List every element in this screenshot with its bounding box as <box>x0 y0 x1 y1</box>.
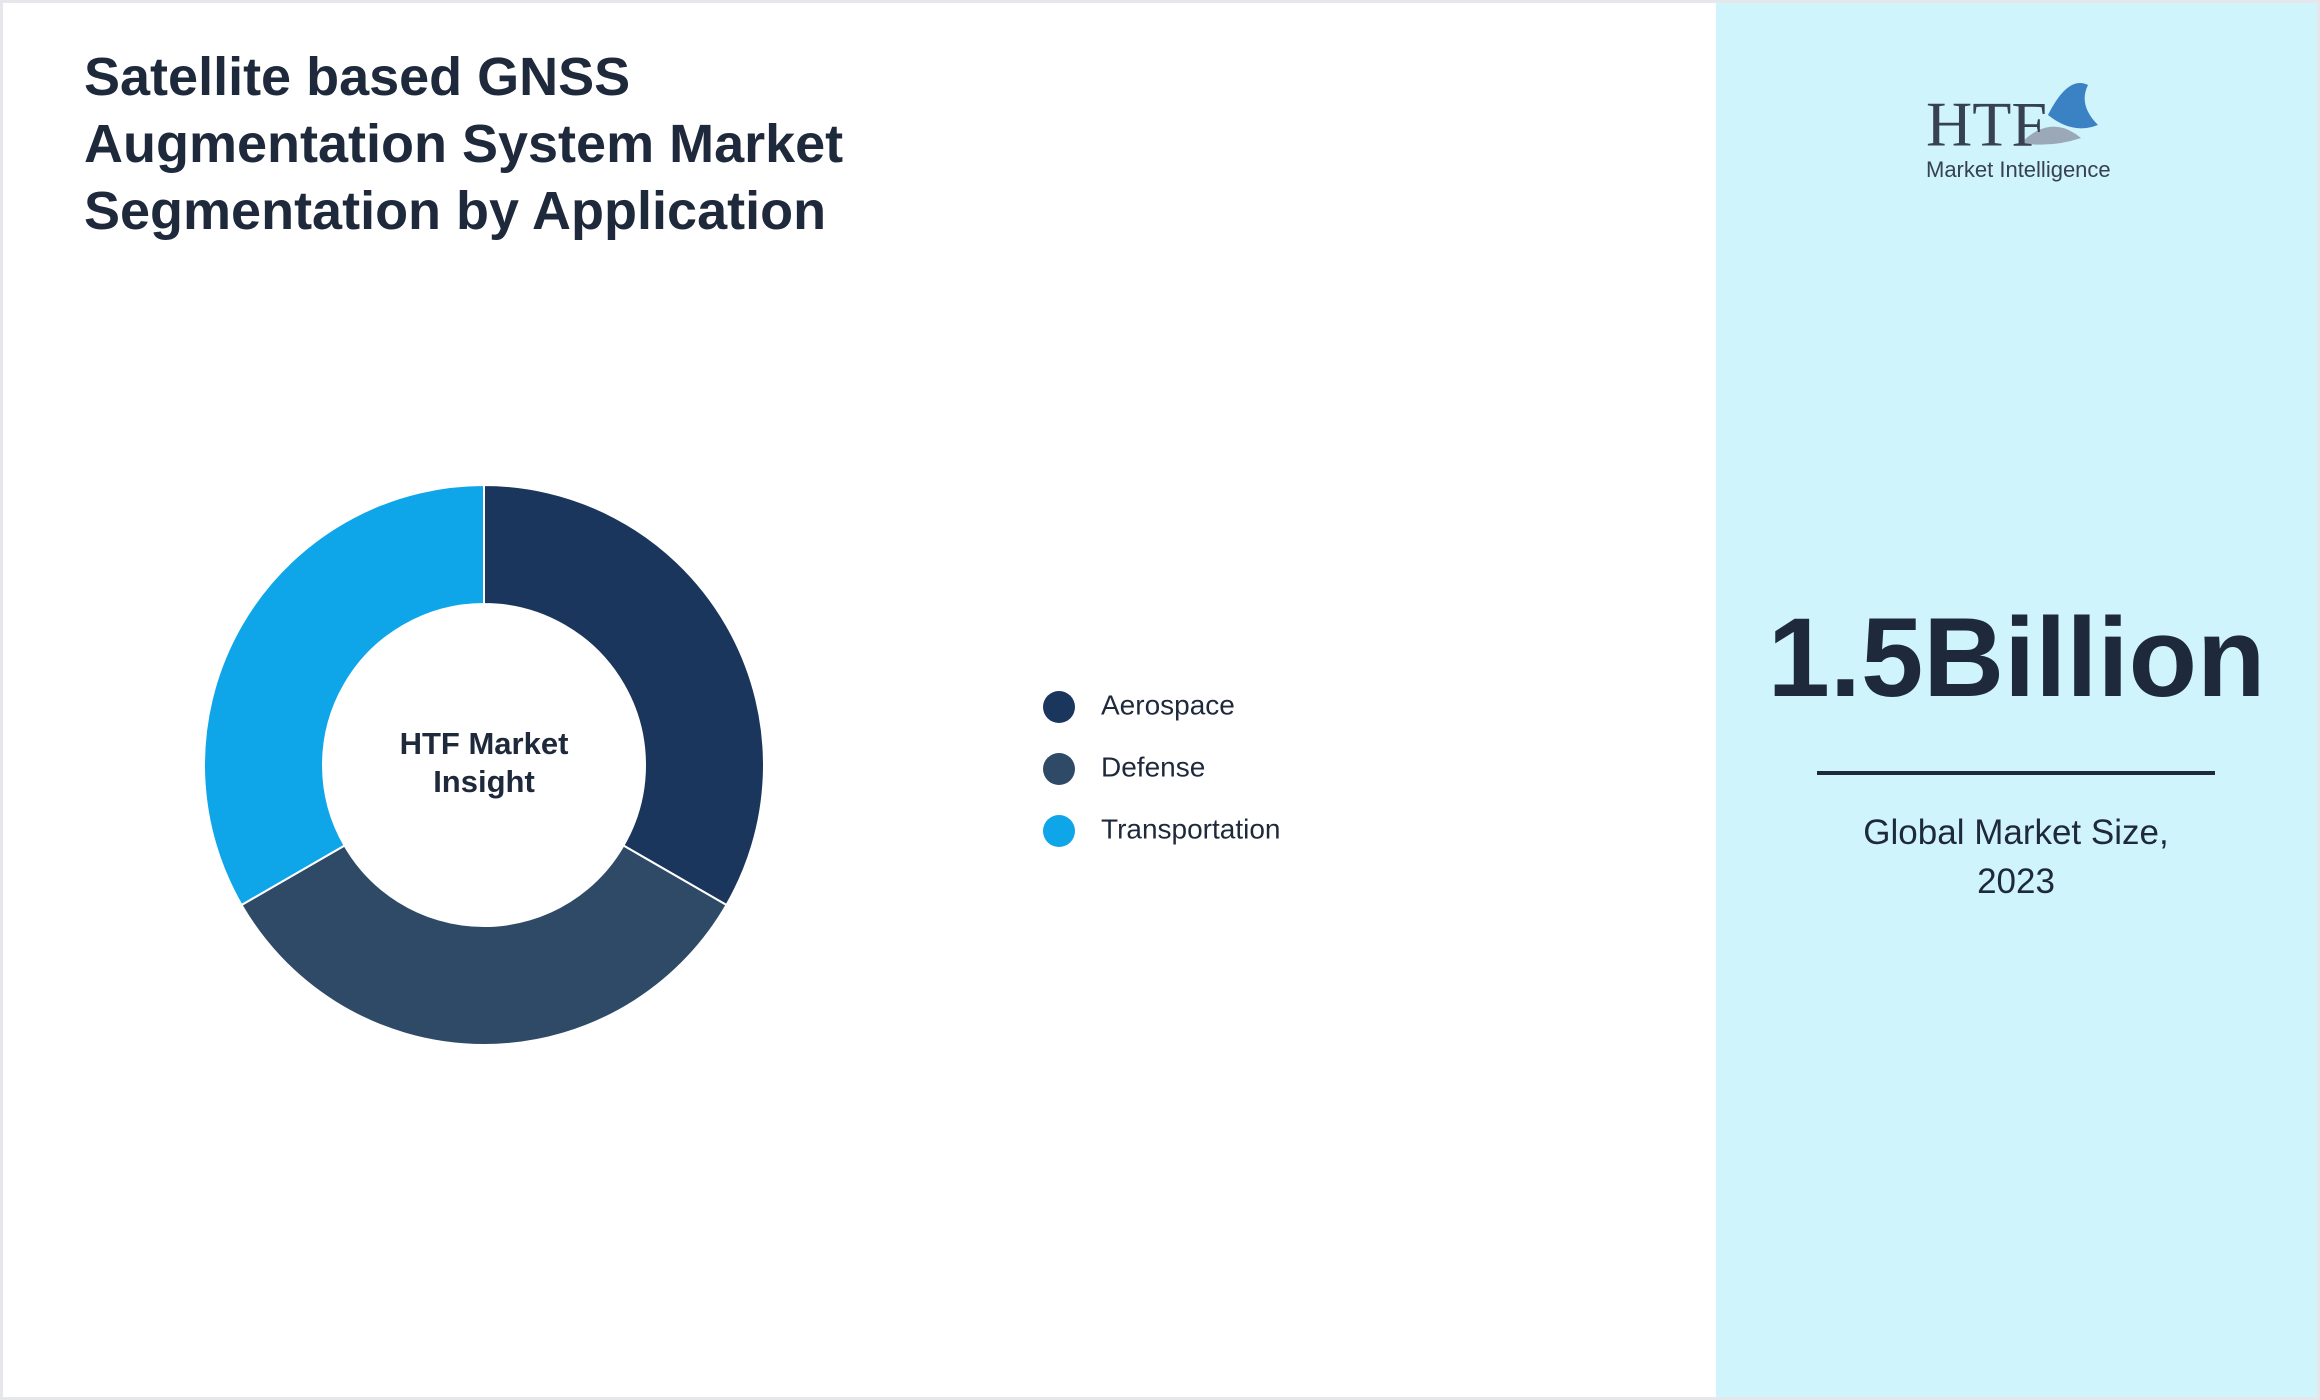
legend-marker <box>1043 753 1075 785</box>
sidebar: HTF Market Intelligence 1.5Billion Globa… <box>1716 3 2317 1397</box>
logo-text: HTF <box>1926 89 2047 160</box>
legend-marker <box>1043 691 1075 723</box>
market-size-caption: Global Market Size, 2023 <box>1863 813 2169 901</box>
center-label: HTF Market <box>400 726 569 761</box>
logo-subtext: Market Intelligence <box>1926 157 2111 182</box>
donut-segment <box>240 844 728 1046</box>
logo: HTF Market Intelligence <box>1926 83 2111 182</box>
donut-segment <box>483 483 765 907</box>
donut-segment <box>203 483 485 907</box>
chart: Aerospace Defense Transportation HTF Market… <box>203 483 1281 1046</box>
divider <box>1817 771 2215 775</box>
logo-icon <box>2021 126 2081 145</box>
logo-icon <box>2048 83 2098 129</box>
legend-label: Aerospace <box>1101 689 1235 720</box>
center-label: Insight <box>433 764 535 799</box>
chart-title: Satellite based GNSS Augmentation System… <box>84 47 844 241</box>
legend-label: Defense <box>1101 751 1205 782</box>
market-size: 1.5Billion <box>1767 595 2266 720</box>
legend-label: Transportation <box>1101 813 1281 844</box>
legend-marker <box>1043 815 1075 847</box>
